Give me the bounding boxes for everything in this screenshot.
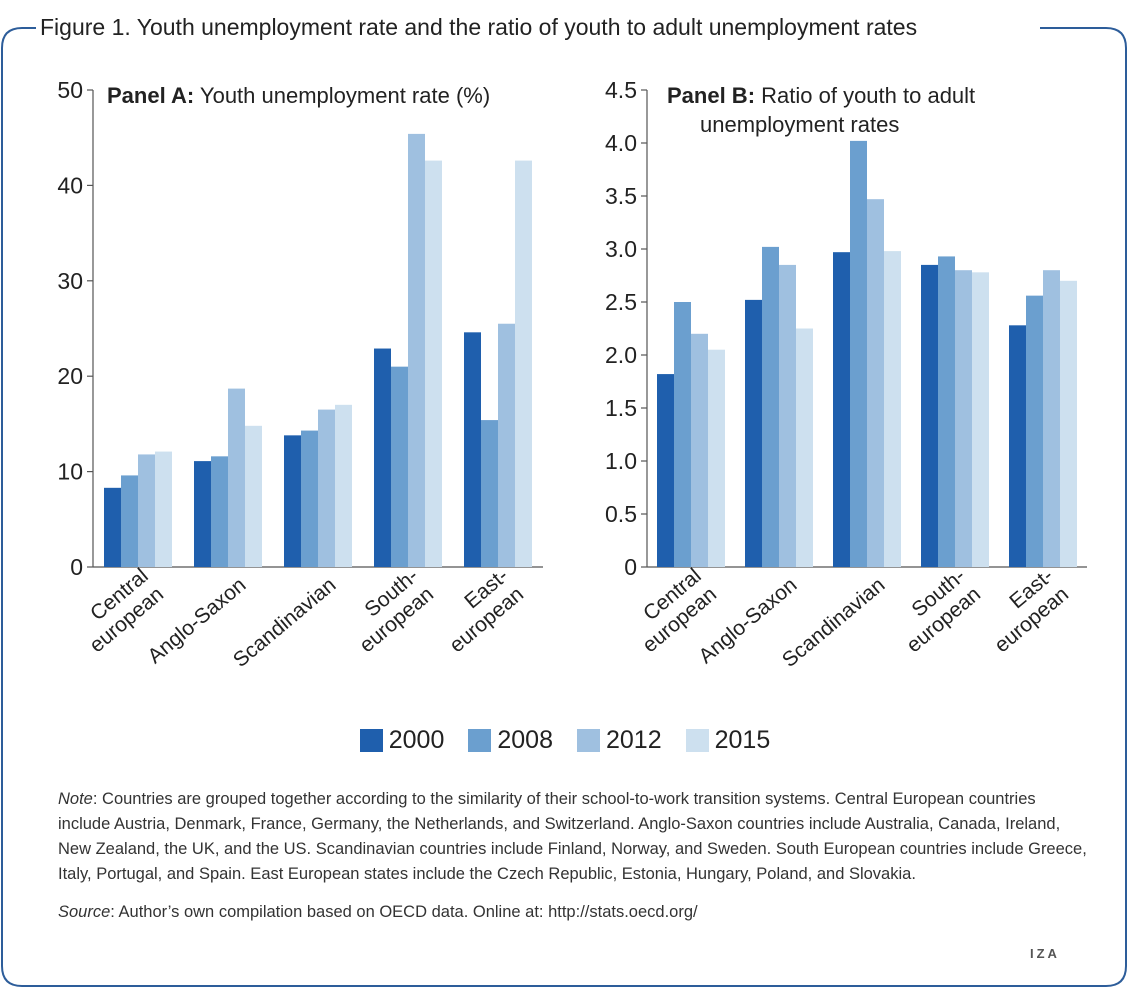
- panel-a-bar-2000: [284, 435, 301, 567]
- panel-b-title: Panel B: Ratio of youth to adult: [667, 83, 975, 108]
- legend: 2000 2008 2012 2015: [0, 726, 1130, 755]
- legend-swatch-2015: [685, 729, 709, 752]
- legend-swatch-2000: [359, 729, 383, 752]
- panel-b-bar-2015: [1060, 280, 1077, 567]
- panel-a-bar-2008: [481, 420, 498, 567]
- source-text: : Author’s own compilation based on OECD…: [110, 903, 698, 921]
- panel-b-bar-2015: [972, 272, 989, 567]
- panel-a-bar-2015: [155, 451, 172, 567]
- panel-a-title-text: Youth unemployment rate (%): [194, 83, 490, 108]
- legend-item-2015: 2015: [685, 726, 771, 755]
- panel-a-title: Panel A: Youth unemployment rate (%): [107, 83, 490, 108]
- panel-a-bar-2008: [301, 430, 318, 567]
- panel-b-bar-2015: [796, 328, 813, 567]
- panel-b-bar-2015: [708, 349, 725, 567]
- panel-a-bar-2008: [211, 456, 228, 567]
- figure-title: Figure 1. Youth unemployment rate and th…: [36, 14, 926, 41]
- panel-a-y-tick-label: 20: [57, 363, 83, 389]
- legend-item-2000: 2000: [359, 726, 445, 755]
- legend-swatch-2012: [577, 729, 600, 752]
- iza-logo: IZA: [1030, 946, 1060, 961]
- panel-b-bar-2015: [884, 251, 901, 567]
- panel-a-bar-2012: [228, 388, 245, 567]
- panel-b-bar-2000: [657, 374, 674, 567]
- panel-b-title-line-2: unemployment rates: [700, 112, 899, 137]
- panel-a-bar-2012: [318, 409, 335, 567]
- panel-a-bar-2000: [464, 332, 481, 567]
- panel-b-y-tick-label: 2.5: [605, 289, 637, 315]
- panel-b-label: Panel B:: [667, 83, 755, 108]
- panel-a-y-tick-label: 40: [57, 172, 83, 198]
- panel-a-y-tick-label: 30: [57, 268, 83, 294]
- panel-a-bar-2008: [391, 366, 408, 567]
- panel-b-bar-2012: [1043, 270, 1060, 567]
- panel-b-bar-2000: [1009, 325, 1026, 567]
- panel-b-y-tick-label: 4.5: [605, 77, 637, 103]
- panel-b-y-tick-label: 3.5: [605, 183, 637, 209]
- panel-b-bar-2008: [1026, 295, 1043, 567]
- panel-b-bar-2008: [850, 140, 867, 567]
- panel-a-bar-2008: [121, 475, 138, 567]
- panel-b-bar-2008: [938, 256, 955, 567]
- panel-b-bar-2012: [955, 270, 972, 567]
- panel-a-bar-2015: [425, 160, 442, 567]
- figure-notes: Note: Countries are grouped together acc…: [58, 787, 1088, 925]
- panel-b-category-label: South-european: [887, 564, 985, 657]
- note-text: : Countries are grouped together accordi…: [58, 790, 1087, 883]
- panel-a-bar-2012: [408, 133, 425, 567]
- panel-a-bar-2015: [335, 404, 352, 567]
- panel-b-bar-2000: [745, 299, 762, 567]
- panel-b-bar-2008: [674, 302, 691, 567]
- panel-b-y-tick-label: 0: [624, 554, 637, 580]
- panel-b-bar-2000: [921, 264, 938, 567]
- legend-label-2012: 2012: [606, 726, 662, 754]
- panel-b-bar-2012: [779, 264, 796, 567]
- note-paragraph: Note: Countries are grouped together acc…: [58, 787, 1088, 887]
- panel-b-y-tick-label: 0.5: [605, 501, 637, 527]
- legend-label-2015: 2015: [714, 726, 771, 754]
- panel-b-y-tick-label: 1.0: [605, 448, 637, 474]
- panel-a-y-tick-label: 0: [70, 554, 83, 580]
- panel-b-y-tick-label: 1.5: [605, 395, 637, 421]
- panel-a-bar-2012: [138, 454, 155, 567]
- panel-b-title-line-1: Ratio of youth to adult: [755, 83, 975, 108]
- source-label: Source: [58, 903, 111, 921]
- legend-swatch-2008: [468, 729, 492, 752]
- legend-item-2008: 2008: [468, 726, 553, 755]
- legend-label-2008: 2008: [497, 726, 553, 754]
- panel-a-bar-2000: [374, 348, 391, 567]
- legend-item-2012: 2012: [577, 726, 662, 755]
- panel-a-bar-2012: [498, 323, 515, 567]
- panel-a-bar-2000: [194, 461, 211, 567]
- note-label: Note: [58, 790, 93, 808]
- legend-label-2000: 2000: [388, 726, 445, 754]
- panel-a-y-tick-label: 10: [57, 459, 83, 485]
- source-paragraph: Source: Author’s own compilation based o…: [58, 900, 1088, 925]
- panel-a-bar-2015: [245, 425, 262, 567]
- panel-b-bar-2008: [762, 246, 779, 567]
- panel-a-label: Panel A:: [107, 83, 194, 108]
- panel-a-bar-2015: [515, 160, 532, 567]
- panel-b-y-tick-label: 4.0: [605, 130, 637, 156]
- panel-b-bar-2012: [691, 333, 708, 567]
- panel-b-y-tick-label: 2.0: [605, 342, 637, 368]
- panel-b-category-label: East-european: [975, 564, 1073, 657]
- panel-b-chart: 00.51.01.52.02.53.03.54.04.5Centraleurop…: [605, 77, 1087, 672]
- panel-a-chart: 01020304050CentraleuropeanAnglo-SaxonSca…: [57, 77, 543, 672]
- panel-b-bar-2000: [833, 252, 850, 567]
- panel-b-bar-2012: [867, 199, 884, 567]
- panel-a-bar-2000: [104, 487, 121, 567]
- panel-b-y-tick-label: 3.0: [605, 236, 637, 262]
- panel-a-y-tick-label: 50: [57, 77, 83, 103]
